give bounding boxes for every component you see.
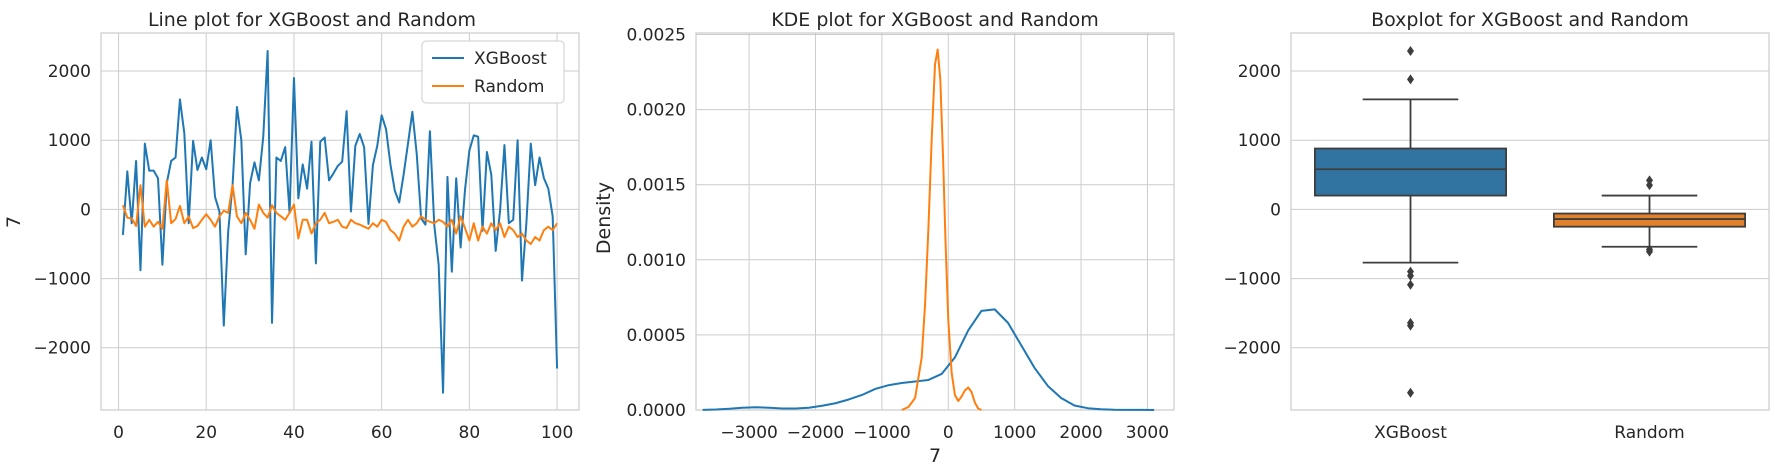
legend-label-xgboost: XGBoost [474, 49, 547, 69]
kde-curve-random [901, 48, 982, 411]
line-plot-title: Line plot for XGBoost and Random [148, 9, 476, 31]
x-tick-label: 100 [541, 423, 573, 443]
series-line-random [121, 179, 558, 245]
outlier-point [1407, 279, 1414, 290]
kde-curve-xgboost [702, 308, 1155, 411]
line-plot-y-axis-label: 7 [3, 216, 25, 228]
y-tick-label: −2000 [33, 339, 91, 359]
kde-plot-panel: KDE plot for XGBoost and Random Density … [593, 9, 1175, 467]
iqr-box [1314, 147, 1508, 197]
y-tick-label: 0.0015 [627, 176, 686, 196]
y-tick-label: 0.0010 [627, 251, 686, 271]
x-tick-label: −3000 [720, 423, 778, 443]
x-tick-label: 2000 [1059, 423, 1102, 443]
y-tick-label: 0.0025 [627, 26, 686, 46]
y-tick-label: 0 [80, 200, 91, 220]
series-line-xgboost [121, 49, 559, 394]
x-tick-label: 0 [943, 423, 954, 443]
x-tick-label: 1000 [993, 423, 1036, 443]
x-tick-label: 20 [195, 423, 217, 443]
x-tick-label: 0 [113, 423, 124, 443]
y-tick-label: 2000 [48, 62, 91, 82]
x-tick-label: 40 [283, 423, 305, 443]
box-random [1553, 175, 1747, 257]
outlier-point [1407, 320, 1414, 331]
x-tick-label: −2000 [787, 423, 845, 443]
outlier-point [1407, 270, 1414, 281]
legend-box [421, 40, 565, 104]
kde-plot-grid [696, 33, 1174, 411]
box-xgboost [1314, 45, 1508, 398]
x-tick-label: XGBoost [1374, 423, 1447, 443]
kde-plot-frame [695, 32, 1175, 411]
x-tick-label: 60 [371, 423, 393, 443]
outlier-point [1407, 45, 1414, 56]
y-tick-label: 0.0000 [627, 401, 686, 421]
kde-plot-y-axis-label: Density [593, 182, 615, 254]
kde-plot-title: KDE plot for XGBoost and Random [771, 9, 1099, 31]
outlier-point [1646, 180, 1653, 191]
y-tick-label: 1000 [1238, 131, 1281, 151]
boxplot-panel: Boxplot for XGBoost and Random XGBoost Ra… [1223, 9, 1770, 443]
y-tick-label: 2000 [1238, 62, 1281, 82]
outlier-point [1407, 74, 1414, 85]
x-tick-label: −1000 [853, 423, 911, 443]
line-plot-panel: Line plot for XGBoost and Random 7 0 20 40… [3, 9, 580, 443]
x-tick-label: 3000 [1126, 423, 1169, 443]
y-tick-label: −1000 [1223, 270, 1281, 290]
boxplot-title: Boxplot for XGBoost and Random [1371, 9, 1689, 31]
outlier-point [1646, 246, 1653, 257]
y-tick-label: −2000 [1223, 339, 1281, 359]
y-tick-label: 0 [1270, 200, 1281, 220]
line-plot-frame [100, 32, 580, 411]
x-tick-label: Random [1614, 423, 1684, 443]
iqr-box [1553, 212, 1747, 228]
y-tick-label: −1000 [33, 270, 91, 290]
y-tick-label: 1000 [48, 131, 91, 151]
boxplot-frame [1290, 32, 1770, 411]
x-tick-label: 80 [459, 423, 481, 443]
legend-label-random: Random [474, 77, 544, 97]
boxplot-grid [1291, 70, 1769, 349]
outlier-point [1407, 387, 1414, 398]
y-tick-label: 0.0005 [627, 326, 686, 346]
line-plot-legend: XGBoost Random [421, 40, 565, 104]
kde-plot-x-axis-label: 7 [929, 445, 941, 467]
y-tick-label: 0.0020 [627, 101, 686, 121]
